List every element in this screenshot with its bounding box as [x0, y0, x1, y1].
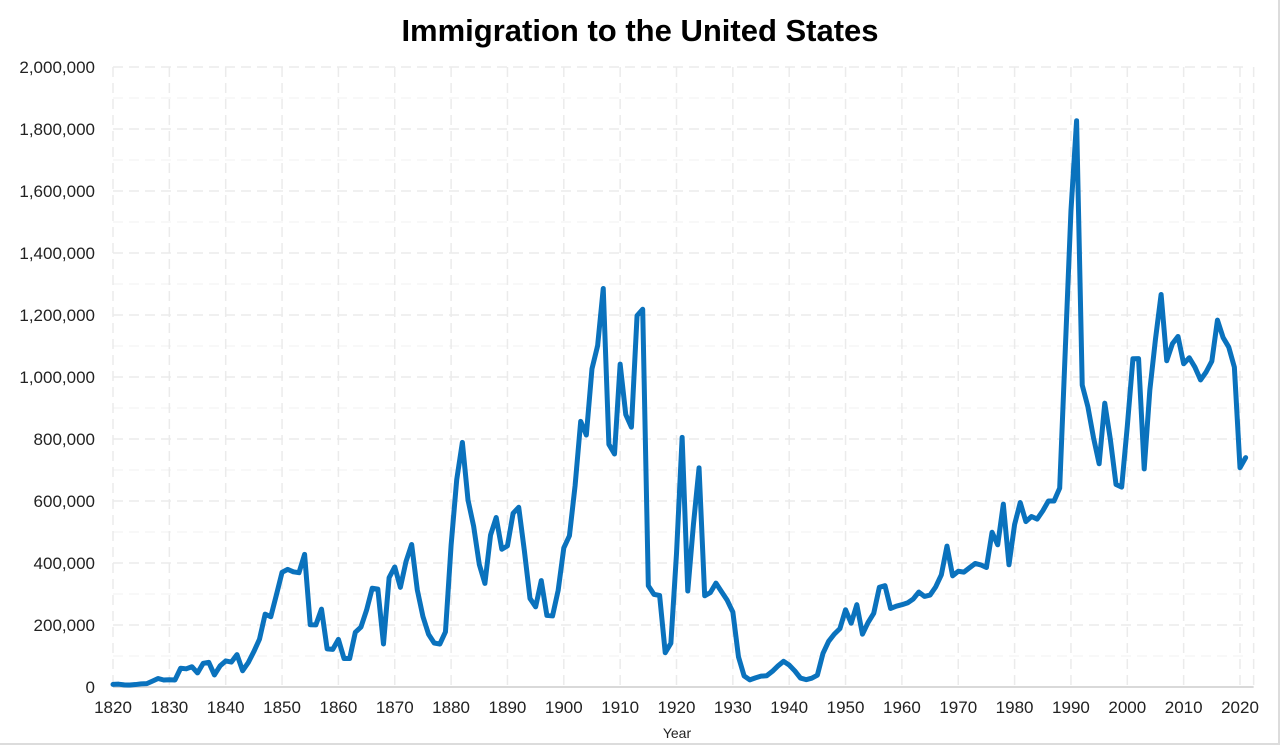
series-line-immigrants	[110, 118, 1249, 688]
y-tick-label: 1,800,000	[19, 120, 95, 139]
y-tick-label: 1,400,000	[19, 244, 95, 263]
tick-labels: 0 200,000 400,000 600,000 800,000 1,000,000 1,…	[19, 58, 1259, 717]
chart-title: Immigration to the United States	[401, 13, 879, 48]
x-tick-label: 1890	[489, 698, 527, 717]
x-tick-label: 1880	[432, 698, 470, 717]
y-tick-label: 1,200,000	[19, 306, 95, 325]
y-tick-label: 400,000	[34, 554, 95, 573]
x-tick-label: 1940	[770, 698, 808, 717]
x-tick-label: 1830	[150, 698, 188, 717]
x-tick-label: 1840	[207, 698, 245, 717]
series-layer	[110, 118, 1249, 688]
x-tick-label: 1900	[545, 698, 583, 717]
x-tick-label: 1920	[658, 698, 696, 717]
y-tick-label: 600,000	[34, 492, 95, 511]
data-points	[113, 121, 1246, 685]
x-tick-label: 1960	[883, 698, 921, 717]
x-tick-label: 1980	[996, 698, 1034, 717]
x-axis-title: Year	[663, 725, 692, 741]
y-tick-label: 1,600,000	[19, 182, 95, 201]
x-tick-label: 1820	[94, 698, 132, 717]
x-tick-label: 2010	[1165, 698, 1203, 717]
x-tick-label: 1950	[827, 698, 865, 717]
y-tick-label: 1,000,000	[19, 368, 95, 387]
y-tick-label: 200,000	[34, 616, 95, 635]
y-tick-label: 2,000,000	[19, 58, 95, 77]
x-tick-label: 1910	[601, 698, 639, 717]
x-tick-label: 1970	[939, 698, 977, 717]
x-tick-label: 1850	[263, 698, 301, 717]
x-tick-label: 1990	[1052, 698, 1090, 717]
x-tick-label: 2000	[1108, 698, 1146, 717]
x-tick-label: 1870	[376, 698, 414, 717]
x-tick-label: 1930	[714, 698, 752, 717]
x-tick-label: 2020	[1221, 698, 1259, 717]
y-tick-label: 0	[86, 678, 95, 697]
y-tick-label: 800,000	[34, 430, 95, 449]
x-tick-label: 1860	[319, 698, 357, 717]
